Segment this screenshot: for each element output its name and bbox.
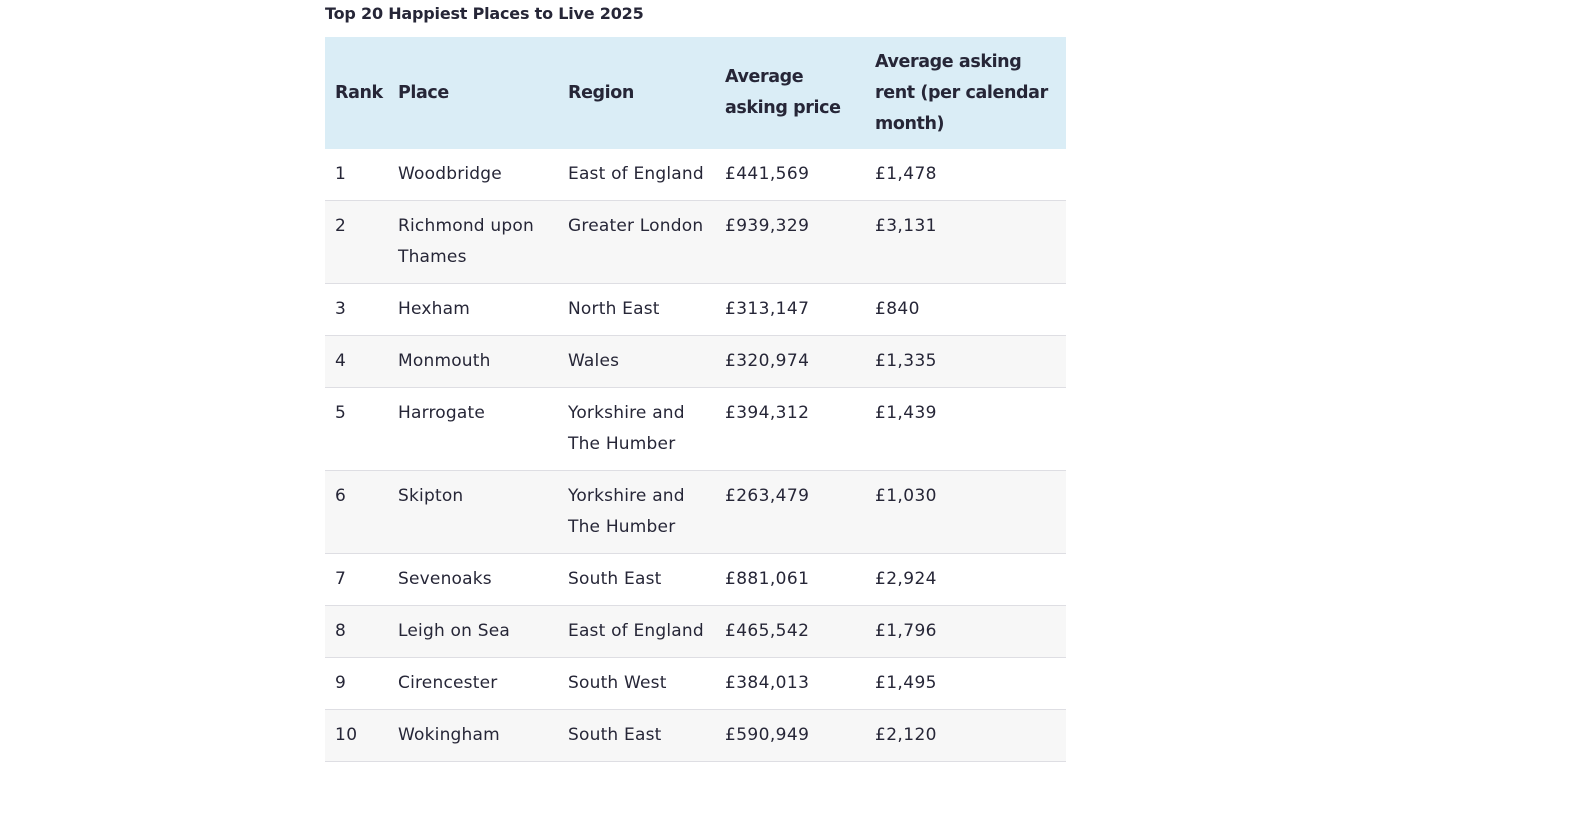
rent-cell: £1,335 <box>875 351 937 371</box>
price-cell: £384,013 <box>725 673 810 693</box>
rank-cell: 3 <box>335 299 347 319</box>
place-cell: Skipton <box>398 486 464 506</box>
table-row: 4 Monmouth Wales £320,974 £1,335 <box>325 335 1066 388</box>
rent-cell: £1,030 <box>875 486 937 506</box>
rank-cell: 5 <box>335 403 347 423</box>
price-cell: £590,949 <box>725 725 810 745</box>
rent-cell: £1,478 <box>875 164 937 184</box>
column-header-rank: Rank <box>335 82 383 103</box>
place-cell: Wokingham <box>398 725 500 745</box>
region-cell: East of England <box>568 164 704 184</box>
place-cell: Richmond upon Thames <box>398 216 534 267</box>
price-cell: £465,542 <box>725 621 810 641</box>
rank-cell: 10 <box>335 725 358 745</box>
table-row: 9 Cirencester South West £384,013 £1,495 <box>325 657 1066 710</box>
rank-cell: 1 <box>335 164 347 184</box>
price-cell: £881,061 <box>725 569 810 589</box>
rent-cell: £840 <box>875 299 920 319</box>
column-header-price: Average asking price <box>725 67 841 118</box>
rent-cell: £3,131 <box>875 216 937 236</box>
happiest-places-table: Rank Place Region Average asking price A… <box>325 37 1066 762</box>
region-cell: North East <box>568 299 660 319</box>
table-row: 7 Sevenoaks South East £881,061 £2,924 <box>325 553 1066 606</box>
region-cell: Wales <box>568 351 620 371</box>
table-row: 3 Hexham North East £313,147 £840 <box>325 283 1066 336</box>
region-cell: South West <box>568 673 667 693</box>
column-header-place: Place <box>398 82 449 103</box>
place-cell: Cirencester <box>398 673 498 693</box>
rank-cell: 4 <box>335 351 347 371</box>
region-cell: Yorkshire and The Humber <box>568 403 685 454</box>
column-header-region: Region <box>568 82 634 103</box>
region-cell: East of England <box>568 621 704 641</box>
table-header: Rank Place Region Average asking price A… <box>325 37 1066 149</box>
place-cell: Sevenoaks <box>398 569 492 589</box>
rent-cell: £1,495 <box>875 673 937 693</box>
rank-cell: 6 <box>335 486 347 506</box>
rent-cell: £1,439 <box>875 403 937 423</box>
rent-cell: £2,924 <box>875 569 937 589</box>
table-body: 1 Woodbridge East of England £441,569 £1… <box>325 149 1066 762</box>
table-row: 8 Leigh on Sea East of England £465,542 … <box>325 605 1066 658</box>
rank-cell: 2 <box>335 216 347 236</box>
rent-cell: £2,120 <box>875 725 937 745</box>
rank-cell: 9 <box>335 673 347 693</box>
rank-cell: 8 <box>335 621 347 641</box>
price-cell: £939,329 <box>725 216 810 236</box>
table-row: 5 Harrogate Yorkshire and The Humber £39… <box>325 387 1066 471</box>
rank-cell: 7 <box>335 569 347 589</box>
column-header-rent: Average asking rent (per calendar month) <box>875 51 1048 134</box>
price-cell: £263,479 <box>725 486 810 506</box>
place-cell: Woodbridge <box>398 164 502 184</box>
price-cell: £441,569 <box>725 164 810 184</box>
price-cell: £313,147 <box>725 299 810 319</box>
table-row: 2 Richmond upon Thames Greater London £9… <box>325 200 1066 284</box>
table-row: 1 Woodbridge East of England £441,569 £1… <box>325 149 1066 201</box>
table-row: 10 Wokingham South East £590,949 £2,120 <box>325 709 1066 762</box>
rent-cell: £1,796 <box>875 621 937 641</box>
region-cell: South East <box>568 725 662 745</box>
price-cell: £320,974 <box>725 351 810 371</box>
region-cell: Yorkshire and The Humber <box>568 486 685 537</box>
region-cell: Greater London <box>568 216 704 236</box>
place-cell: Leigh on Sea <box>398 621 510 641</box>
place-cell: Harrogate <box>398 403 486 423</box>
table-title: Top 20 Happiest Places to Live 2025 <box>325 4 644 23</box>
table-row: 6 Skipton Yorkshire and The Humber £263,… <box>325 470 1066 554</box>
region-cell: South East <box>568 569 662 589</box>
price-cell: £394,312 <box>725 403 810 423</box>
header-row: Rank Place Region Average asking price A… <box>325 37 1066 149</box>
place-cell: Hexham <box>398 299 470 319</box>
place-cell: Monmouth <box>398 351 491 371</box>
